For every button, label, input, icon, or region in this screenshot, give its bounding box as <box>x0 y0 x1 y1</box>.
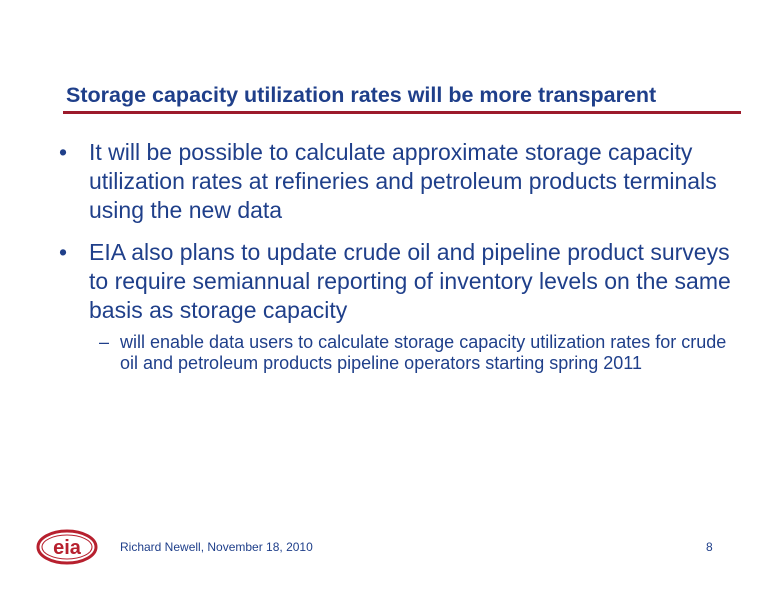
slide-title: Storage capacity utilization rates will … <box>66 83 657 107</box>
page-number: 8 <box>706 540 713 554</box>
title-divider <box>63 111 741 114</box>
bullet-text: It will be possible to calculate approxi… <box>89 139 717 223</box>
bullet-marker: • <box>59 139 68 165</box>
sub-bullet-marker: – <box>99 332 110 352</box>
sub-bullet-text: will enable data users to calculate stor… <box>120 332 727 373</box>
bullet-text: EIA also plans to update crude oil and p… <box>89 239 731 323</box>
footer-presenter: Richard Newell, November 18, 2010 <box>120 540 313 554</box>
bullet-item: • It will be possible to calculate appro… <box>59 138 739 225</box>
bullet-marker: • <box>59 239 68 265</box>
bullet-item: • EIA also plans to update crude oil and… <box>59 238 739 325</box>
sub-bullet-item: – will enable data users to calculate st… <box>59 332 739 374</box>
logo-text: eia <box>53 537 82 559</box>
bullet-list: • It will be possible to calculate appro… <box>59 138 739 374</box>
eia-logo: eia <box>36 529 98 565</box>
